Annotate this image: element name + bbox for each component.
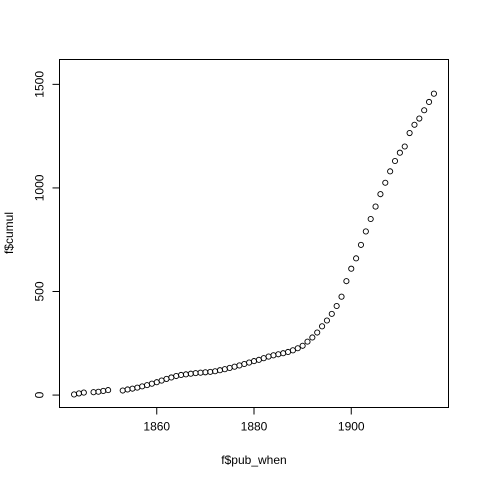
data-point <box>425 98 433 106</box>
data-point <box>192 370 199 377</box>
data-point <box>212 368 219 375</box>
x-tick-label: 1900 <box>338 420 365 434</box>
data-point <box>304 338 311 345</box>
data-point <box>362 228 369 235</box>
data-point <box>143 382 151 389</box>
data-point <box>406 129 413 137</box>
data-point <box>391 157 399 165</box>
data-point <box>367 215 374 223</box>
y-tick-label: 0 <box>33 391 47 398</box>
data-point <box>241 360 248 368</box>
y-axis: 0 500 1000 1500 <box>33 71 60 398</box>
data-point <box>182 371 189 378</box>
data-point <box>289 347 296 354</box>
data-point <box>231 363 238 370</box>
data-point <box>226 364 233 371</box>
data-point <box>250 358 258 365</box>
data-point <box>314 329 321 336</box>
data-point <box>207 368 214 375</box>
data-point <box>105 387 112 394</box>
data-point <box>71 391 78 398</box>
x-tick-label: 1860 <box>143 420 170 434</box>
data-point <box>328 310 335 317</box>
data-point <box>338 293 345 300</box>
data-point <box>148 380 155 387</box>
data-point <box>430 90 437 97</box>
data-point <box>299 342 306 349</box>
data-point <box>416 115 423 122</box>
data-point <box>265 353 272 360</box>
y-tick-label: 1000 <box>33 174 47 201</box>
data-point <box>202 369 209 376</box>
data-point <box>246 359 253 366</box>
data-point <box>119 387 126 394</box>
data-point <box>168 374 175 381</box>
data-point <box>309 334 316 341</box>
data-point <box>163 375 170 382</box>
plot-frame <box>59 59 449 408</box>
data-point <box>134 384 141 391</box>
data-point <box>197 369 204 376</box>
data-point <box>275 351 282 358</box>
data-point <box>294 345 301 352</box>
data-point <box>178 371 185 379</box>
data-point <box>343 278 350 285</box>
data-point <box>401 143 408 150</box>
y-tick-label: 1500 <box>33 71 47 98</box>
data-point <box>323 317 330 324</box>
data-point <box>382 179 389 186</box>
data-point <box>421 107 428 114</box>
data-point <box>319 323 326 330</box>
data-point <box>348 265 355 272</box>
x-tick-label: 1880 <box>241 420 268 434</box>
data-point <box>357 241 365 248</box>
data-point <box>280 350 287 357</box>
y-axis-label: f$cumul <box>2 212 16 254</box>
data-point <box>236 362 243 369</box>
data-point <box>100 387 107 394</box>
data-point <box>377 191 384 198</box>
data-point <box>124 386 131 393</box>
data-point <box>396 149 403 156</box>
data-point <box>411 121 418 128</box>
y-tick-label: 500 <box>33 281 47 301</box>
data-points <box>71 90 437 398</box>
data-point <box>173 372 180 380</box>
x-axis-label: f$pub_when <box>221 453 286 467</box>
x-axis: 1860 1880 1900 <box>143 407 365 434</box>
data-point <box>90 389 97 396</box>
data-point <box>333 302 340 310</box>
data-point <box>270 352 277 359</box>
data-point <box>221 366 228 373</box>
data-point <box>372 203 379 210</box>
data-point <box>139 383 146 390</box>
data-point <box>187 370 194 377</box>
data-point <box>75 390 82 397</box>
data-point <box>129 385 136 392</box>
data-point <box>353 255 360 262</box>
data-point <box>80 389 87 396</box>
data-point <box>387 168 394 175</box>
data-point <box>216 367 224 374</box>
data-point <box>95 388 102 395</box>
